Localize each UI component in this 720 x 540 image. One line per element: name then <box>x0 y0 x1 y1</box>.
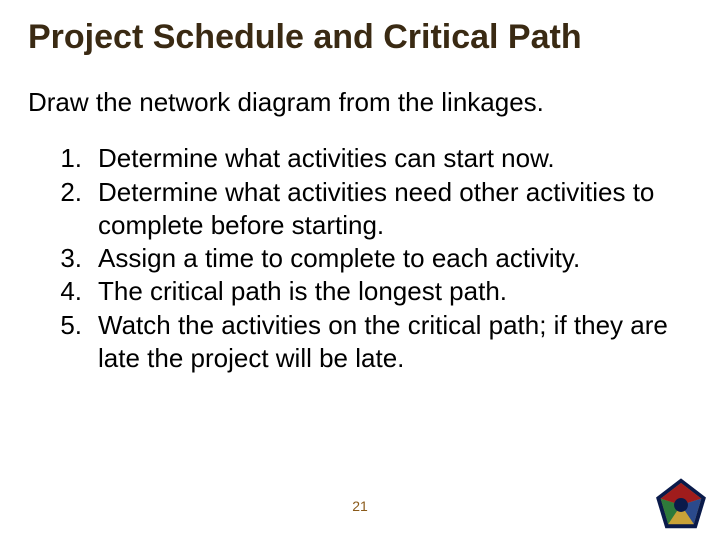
numbered-list: 1. Determine what activities can start n… <box>28 142 692 375</box>
page-number: 21 <box>0 498 720 514</box>
list-text: Assign a time to complete to each activi… <box>98 242 692 275</box>
list-item: 3. Assign a time to complete to each act… <box>28 242 692 275</box>
slide-title: Project Schedule and Critical Path <box>28 18 692 57</box>
list-item: 4. The critical path is the longest path… <box>28 275 692 308</box>
list-number: 3. <box>28 242 98 275</box>
list-text: Determine what activities can start now. <box>98 142 692 175</box>
list-text: The critical path is the longest path. <box>98 275 692 308</box>
slide-subtitle: Draw the network diagram from the linkag… <box>28 87 692 118</box>
list-number: 2. <box>28 176 98 209</box>
badge-icon <box>652 476 710 534</box>
list-text: Determine what activities need other act… <box>98 176 692 243</box>
list-item: 5. Watch the activities on the critical … <box>28 309 692 376</box>
list-number: 5. <box>28 309 98 342</box>
list-text: Watch the activities on the critical pat… <box>98 309 692 376</box>
slide: Project Schedule and Critical Path Draw … <box>0 0 720 540</box>
list-number: 1. <box>28 142 98 175</box>
list-item: 1. Determine what activities can start n… <box>28 142 692 175</box>
list-number: 4. <box>28 275 98 308</box>
list-item: 2. Determine what activities need other … <box>28 176 692 243</box>
